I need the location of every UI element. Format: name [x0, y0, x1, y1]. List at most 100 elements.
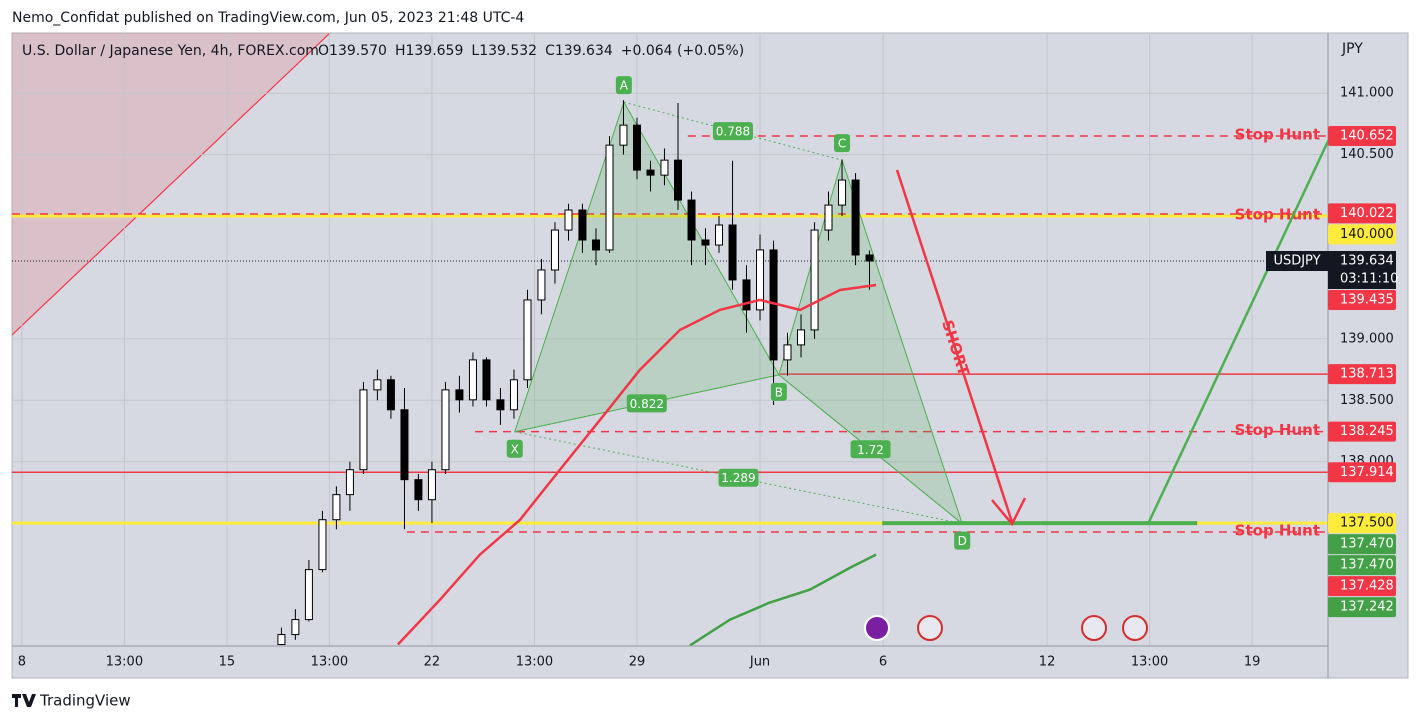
candle-body [783, 344, 792, 361]
price-label-box [1328, 462, 1396, 483]
pattern-tag-text: 1.289 [721, 471, 755, 485]
brand-name: TradingView [39, 692, 131, 710]
event-icon[interactable] [1122, 615, 1148, 641]
pattern-tag-text: 0.822 [630, 397, 664, 411]
price-label-box [1328, 513, 1396, 534]
pattern-tag-text: X [511, 442, 519, 456]
pattern-tag-text: B [775, 385, 783, 399]
candle-body [605, 144, 614, 251]
candle-body [441, 389, 450, 471]
candle-body [742, 279, 751, 311]
price-label: 138.245 [1340, 424, 1394, 439]
candle-body [304, 569, 313, 621]
price-label: 137.500 [1340, 516, 1394, 531]
y-tick-label: 138.500 [1340, 393, 1394, 408]
pattern-tag-text: D [958, 534, 967, 548]
candle-body [824, 204, 833, 231]
y-tick-label: 141.000 [1340, 86, 1394, 101]
x-tick-label: 6 [879, 655, 887, 670]
short-arrow [895, 169, 1014, 523]
publisher-line: Nemo_Confidat published on TradingView.c… [12, 10, 524, 26]
candle-body [537, 269, 546, 301]
candle-body [851, 179, 860, 256]
candle-body [797, 329, 806, 346]
candle-body [756, 249, 765, 311]
candle-body [810, 229, 819, 331]
candle-body [646, 169, 655, 176]
legend-value: 139.634 [555, 43, 613, 59]
candle-body [386, 379, 395, 411]
candle-body [715, 224, 724, 246]
level-label: Stop Hunt [1235, 125, 1320, 143]
x-tick-label: 29 [629, 655, 646, 670]
pattern-tag [850, 440, 891, 459]
price-label: 140.000 [1340, 227, 1394, 242]
legend-value: 139.570 [329, 43, 387, 59]
price-label-box [1328, 203, 1396, 224]
price-label-box [1328, 576, 1396, 597]
candle-body [496, 399, 505, 411]
brand: TradingView [12, 692, 131, 710]
price-label-box [1328, 534, 1396, 555]
price-label-box [1328, 224, 1396, 245]
short-arrowhead [991, 497, 1027, 527]
candle-body [701, 239, 710, 246]
price-label-box [1328, 555, 1396, 576]
candle-body [482, 359, 491, 401]
price-label-box [1328, 597, 1396, 618]
price-label: 137.470 [1340, 537, 1394, 552]
pattern-tag [712, 122, 753, 141]
pattern-tag [506, 439, 523, 458]
event-icon[interactable] [1081, 615, 1107, 641]
plot-area [12, 33, 1328, 646]
legend-key: O [318, 43, 329, 59]
candle-body [578, 209, 587, 241]
legend-value: 139.659 [405, 43, 463, 59]
candle-body [591, 239, 600, 251]
candle-body [550, 229, 559, 271]
brand-logo [12, 694, 36, 707]
candle-body [564, 209, 573, 231]
currency-unit: JPY [1341, 41, 1363, 57]
level-label: Stop Hunt [1235, 521, 1320, 539]
level-label: Stop Hunt [1235, 421, 1320, 439]
pattern-ratio-line [778, 374, 963, 525]
pattern-tag-text: 0.788 [716, 125, 750, 139]
price-label: 137.914 [1340, 465, 1394, 480]
candle-body [619, 124, 628, 146]
candle-body [687, 199, 696, 241]
candle-body [400, 409, 409, 481]
price-label-box [1328, 290, 1396, 311]
candle-body [318, 519, 327, 571]
candle-body [291, 619, 300, 636]
price-label-box [1328, 125, 1396, 146]
candle-body [632, 124, 641, 171]
event-icon[interactable] [917, 615, 943, 641]
x-tick-label: 13:00 [106, 655, 143, 670]
candle-body [865, 254, 874, 262]
candle-body [414, 479, 423, 501]
candle-body [523, 299, 532, 381]
x-tick-label: 13:00 [516, 655, 553, 670]
moving-average [689, 553, 877, 646]
price-label: 137.242 [1340, 600, 1394, 615]
price-label-box [1328, 421, 1396, 442]
pattern-tag [615, 76, 632, 95]
candle-body [373, 379, 382, 391]
price-label-box [1328, 364, 1396, 385]
symbol-title: U.S. Dollar / Japanese Yen, 4h, FOREX.co… [22, 43, 319, 59]
legend-value: +0.064 (+0.05%) [621, 43, 744, 59]
pattern-tag [834, 134, 851, 153]
x-tick-label: 13:00 [1131, 655, 1168, 670]
pattern-tag-text: C [838, 137, 846, 151]
last-price-label: 139.634 [1340, 254, 1394, 269]
countdown-label: 03:11:10 [1340, 272, 1398, 287]
pattern-tag [718, 468, 759, 487]
price-label: 137.428 [1340, 579, 1394, 594]
level-label: Stop Hunt [1235, 206, 1320, 224]
x-tick-label: 19 [1244, 655, 1261, 670]
event-icon[interactable] [864, 615, 890, 641]
candle-body [427, 469, 436, 501]
